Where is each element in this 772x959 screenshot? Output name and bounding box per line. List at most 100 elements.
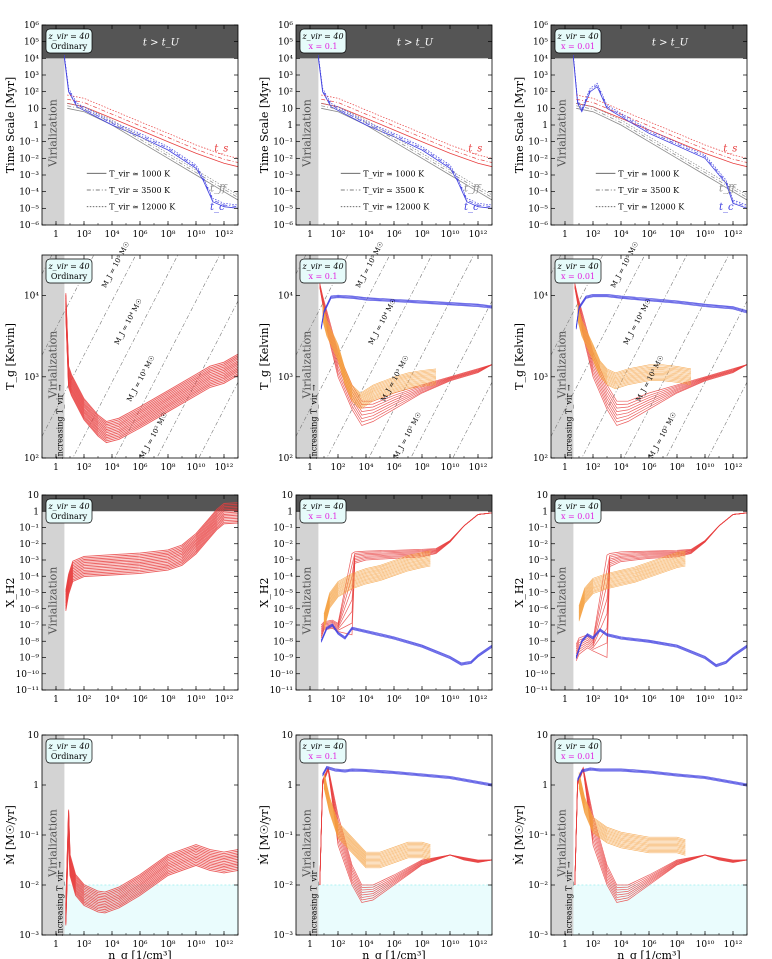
x-tick-label: 10⁴ [613,695,628,705]
legend-entry: T_vir ≃ 1000 K [109,169,171,178]
x-tick-label: 10⁸ [669,463,684,473]
orange-curve [323,562,431,626]
y-tick-label: 10⁻⁵ [19,589,39,599]
x-tick-label: 10¹² [724,695,743,705]
x-tick-label: 10² [585,230,600,240]
t-c-curve [64,58,238,209]
orange-curve [578,550,686,607]
ordinary-curve [65,516,238,605]
red-curve [574,283,747,405]
t-ff-label: t_ff [719,184,737,195]
orange-curve [578,551,686,608]
y-tick-label: 10⁻⁹ [19,654,39,664]
ordinary-curve [65,510,238,599]
red-curve [574,769,747,903]
jeans-mass-line [581,255,688,458]
x-tick-label: 10⁶ [132,695,147,705]
x-tick-label: 1 [562,463,568,473]
blue-curve [575,294,747,328]
y-tick-label: 10⁻² [273,881,293,891]
jeans-mass-label: M_J = 10³ M☉ [634,354,665,403]
orange-curve [323,779,431,860]
orange-curve [322,306,437,397]
y-tick-label: 10⁻⁷ [19,621,39,631]
legend-entry: T_vir ≃ 3500 K [363,186,425,195]
t-s-curve [67,102,238,168]
info-box [45,498,93,524]
x-tick-label: 10⁶ [132,463,147,473]
x-tick-label: 10¹⁰ [441,695,460,705]
info-box [554,258,602,284]
orange-curve [578,778,686,846]
x-tick-label: 10¹⁰ [696,695,715,705]
orange-curve [577,311,692,381]
virialization-label: Virialization [556,809,569,878]
y-axis-label: Ṁ [M☉/yr] [3,805,17,865]
y-tick-label: 10² [278,454,293,464]
orange-curve [578,565,686,622]
orange-curve [578,557,686,614]
x-tick-label: 10⁸ [669,230,684,240]
t-s-curve [321,94,492,159]
y-tick-label: 10⁻² [19,154,39,164]
y-tick-label: 10⁻¹⁰ [525,670,549,680]
y-axis-label: X_H2 [258,578,271,608]
ordinary-curve [65,503,238,593]
t-c-curve [318,54,492,206]
orange-curve [322,305,437,395]
zvir-label: z_vir = 40 [556,502,598,511]
y-tick-label: 1 [542,121,548,131]
y-tick-label: 10⁻⁴ [528,572,548,582]
orange-curve [323,774,431,855]
ordinary-curve [65,508,238,597]
orange-curve [323,787,431,869]
x-tick-label: 10² [330,463,345,473]
orange-curve [322,308,437,399]
info-box [554,498,602,524]
y-tick-label: 10⁻⁸ [273,637,293,647]
orange-curve [578,775,686,844]
orange-curve [577,313,692,384]
orange-curve [322,316,437,406]
virialization-region [296,735,319,935]
t-s-curve [321,98,492,163]
orange-curve [578,563,686,619]
blue-curve [575,629,747,666]
orange-curve [323,565,431,630]
red-curve [574,766,747,886]
x-tick-label: 10⁶ [386,230,401,240]
virialization-region [551,495,574,690]
virialization-region [42,25,65,225]
orange-curve [578,772,686,840]
zvir-label: z_vir = 40 [556,742,598,751]
y-tick-label: 10⁻⁶ [19,221,39,231]
orange-curve [323,773,431,854]
t-s-curve [576,98,747,163]
ordinary-curve [65,519,238,608]
x-tick-label: 10⁸ [669,940,684,950]
x-tick-label: 10⁴ [358,230,373,240]
legend-entry: T_vir ≃ 1000 K [363,169,425,178]
increasing-tvir-label: Increasing T_vir → [55,861,64,936]
legend-entry: T_vir ≃ 12000 K [109,203,176,212]
x-tick-label: 10⁶ [386,695,401,705]
t-c-curve [64,56,238,208]
orange-curve [323,780,431,861]
virialization-label: Virialization [556,567,569,636]
y-tick-label: 10⁻¹ [528,524,548,534]
orange-curve [577,316,692,386]
orange-curve [322,303,437,394]
y-tick-label: 10⁵ [533,38,548,48]
y-tick-label: 10⁴ [24,54,39,64]
red-curve [320,512,492,633]
t-s-curve [321,102,492,168]
ordinary-curve [65,517,238,607]
y-tick-label: 10⁻⁹ [528,654,548,664]
t-c-curve [318,58,492,209]
blue-curve [575,630,747,668]
x-axis-label: n_g [1/cm³] [617,949,680,959]
y-tick-label: 10⁻² [528,540,548,550]
x-tick-label: 10⁴ [613,940,628,950]
x-tick-label: 10¹⁰ [187,230,206,240]
y-tick-label: 10⁻⁴ [19,188,39,198]
